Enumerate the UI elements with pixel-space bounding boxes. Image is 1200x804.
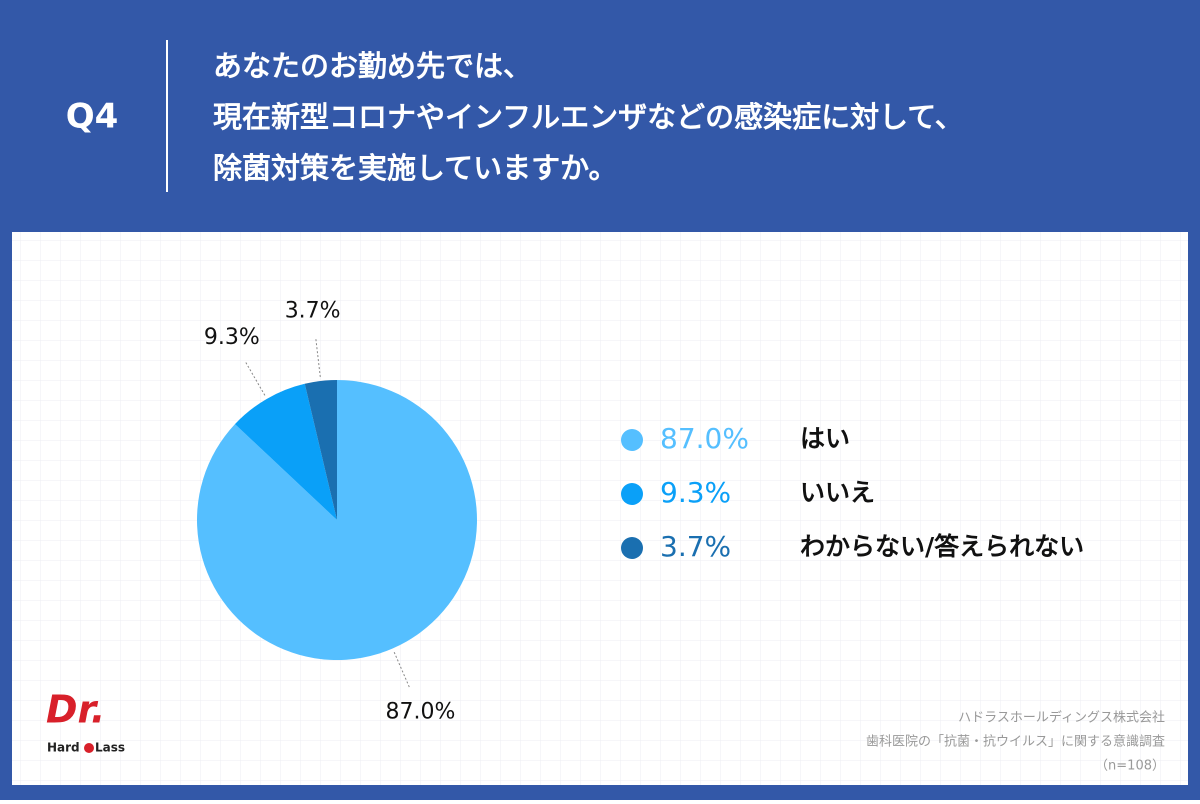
source: 歯科医院の「抗菌・抗ウイルス」に関する意識調査 — [866, 734, 1165, 750]
title-line: あなたのお勤め先では、 — [213, 49, 532, 83]
value-label: 87.0% — [385, 700, 455, 725]
legend-label: いいえ — [800, 478, 875, 507]
legend-value: 3.7% — [660, 530, 731, 563]
logo-text: Hard — [47, 741, 80, 755]
source: （n=108） — [1095, 759, 1165, 774]
title-line: 除菌対策を実施していますか。 — [213, 151, 618, 185]
question-label: Q4 — [66, 97, 119, 137]
legend-value: 9.3% — [660, 476, 731, 509]
legend-marker — [621, 483, 643, 505]
pie-slice — [196, 380, 477, 660]
legend-marker — [621, 429, 643, 451]
value-label: 9.3% — [204, 325, 260, 350]
value-label: 3.7% — [285, 298, 341, 323]
legend-marker — [621, 537, 643, 559]
logo-dot — [84, 743, 94, 753]
legend-label: はい — [800, 424, 850, 453]
logo: Dr. Hard Lass — [46, 688, 125, 755]
pie-slice — [234, 383, 337, 520]
pie-slice — [304, 380, 337, 520]
panel-grid — [12, 232, 1188, 785]
source: ハドラスホールディングス株式会社 — [958, 710, 1165, 726]
legend-label: わからない/答えられない — [800, 532, 1084, 561]
logo-mark: Dr. — [46, 688, 105, 732]
title-line: 現在新型コロナやインフルエンザなどの感染症に対して、 — [213, 100, 964, 134]
legend-value: 87.0% — [660, 422, 749, 455]
logo-text: Lass — [95, 741, 125, 755]
